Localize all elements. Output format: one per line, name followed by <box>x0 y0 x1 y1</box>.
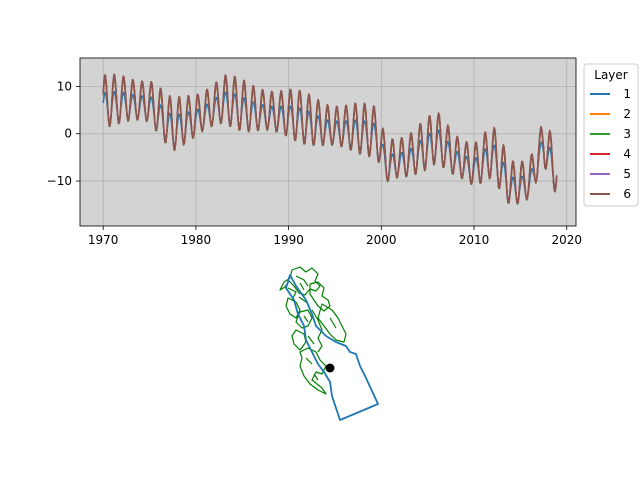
x-tick-label: 2010 <box>459 233 490 247</box>
y-tick-label: −10 <box>47 174 72 188</box>
series-line-layer-6 <box>102 73 558 205</box>
x-tick-label: 2020 <box>551 233 582 247</box>
plot-frame <box>79 57 577 227</box>
gridlines <box>80 58 576 226</box>
legend-label: 3 <box>623 127 631 141</box>
x-tick-label: 2000 <box>366 233 397 247</box>
subbasin-outline <box>317 303 347 343</box>
subbasin-outline <box>291 329 307 351</box>
series-lines <box>102 73 558 205</box>
legend-items: 1 2 3 4 5 6 <box>590 87 631 201</box>
well-location-marker <box>325 363 335 373</box>
legend-label: 5 <box>623 167 631 181</box>
model-domain-outline <box>285 274 379 421</box>
subbasin-outline <box>299 347 327 395</box>
legend-label: 1 <box>623 87 631 101</box>
x-tick-label: 1970 <box>88 233 119 247</box>
legend: Layer 1 2 3 4 5 6 <box>583 63 639 207</box>
plot-background <box>80 58 576 226</box>
timeseries-panel: 1970 1980 1990 2000 2010 2020 −10 0 10 <box>47 57 582 247</box>
subbasin-outline <box>309 281 331 312</box>
y-axis-ticks: −10 0 10 <box>47 79 80 188</box>
x-axis-ticks: 1970 1980 1990 2000 2010 2020 <box>88 226 582 247</box>
legend-box <box>583 63 639 207</box>
subbasin-outline <box>279 266 321 296</box>
legend-label: 2 <box>623 107 631 121</box>
subbasin-outline <box>307 309 323 353</box>
subbasin-outline <box>287 275 309 303</box>
y-tick-label: 10 <box>57 79 72 93</box>
subbasin-boundaries <box>279 266 347 395</box>
subbasin-outline <box>285 297 301 319</box>
x-tick-label: 1990 <box>273 233 304 247</box>
basin-map <box>279 266 379 421</box>
x-tick-label: 1980 <box>181 233 212 247</box>
legend-title: Layer <box>594 68 628 82</box>
y-tick-label: 0 <box>64 127 72 141</box>
legend-label: 6 <box>623 187 631 201</box>
legend-label: 4 <box>623 147 631 161</box>
